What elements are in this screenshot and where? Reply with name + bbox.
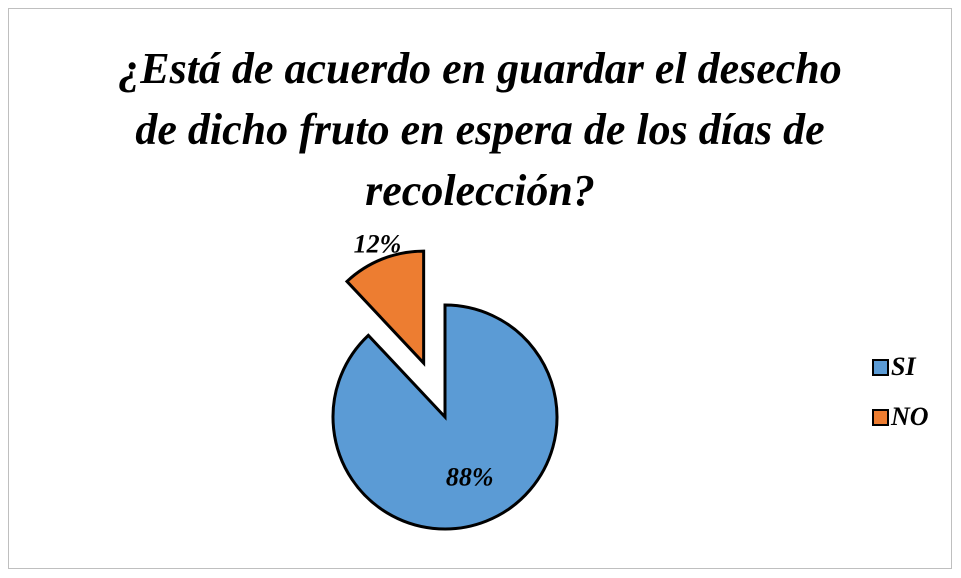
pie-slice — [344, 249, 426, 367]
legend-label: NO — [890, 402, 929, 431]
chart-title: ¿Está de acuerdo en guardar el desecho d… — [118, 44, 842, 215]
data-label: 88% — [446, 462, 494, 491]
chart-border — [8, 8, 952, 569]
legend-swatch — [872, 359, 889, 376]
pie-slice — [331, 303, 559, 531]
legend-label: SI — [891, 352, 916, 381]
legend-swatch — [872, 409, 889, 426]
data-label: 12% — [354, 229, 402, 258]
